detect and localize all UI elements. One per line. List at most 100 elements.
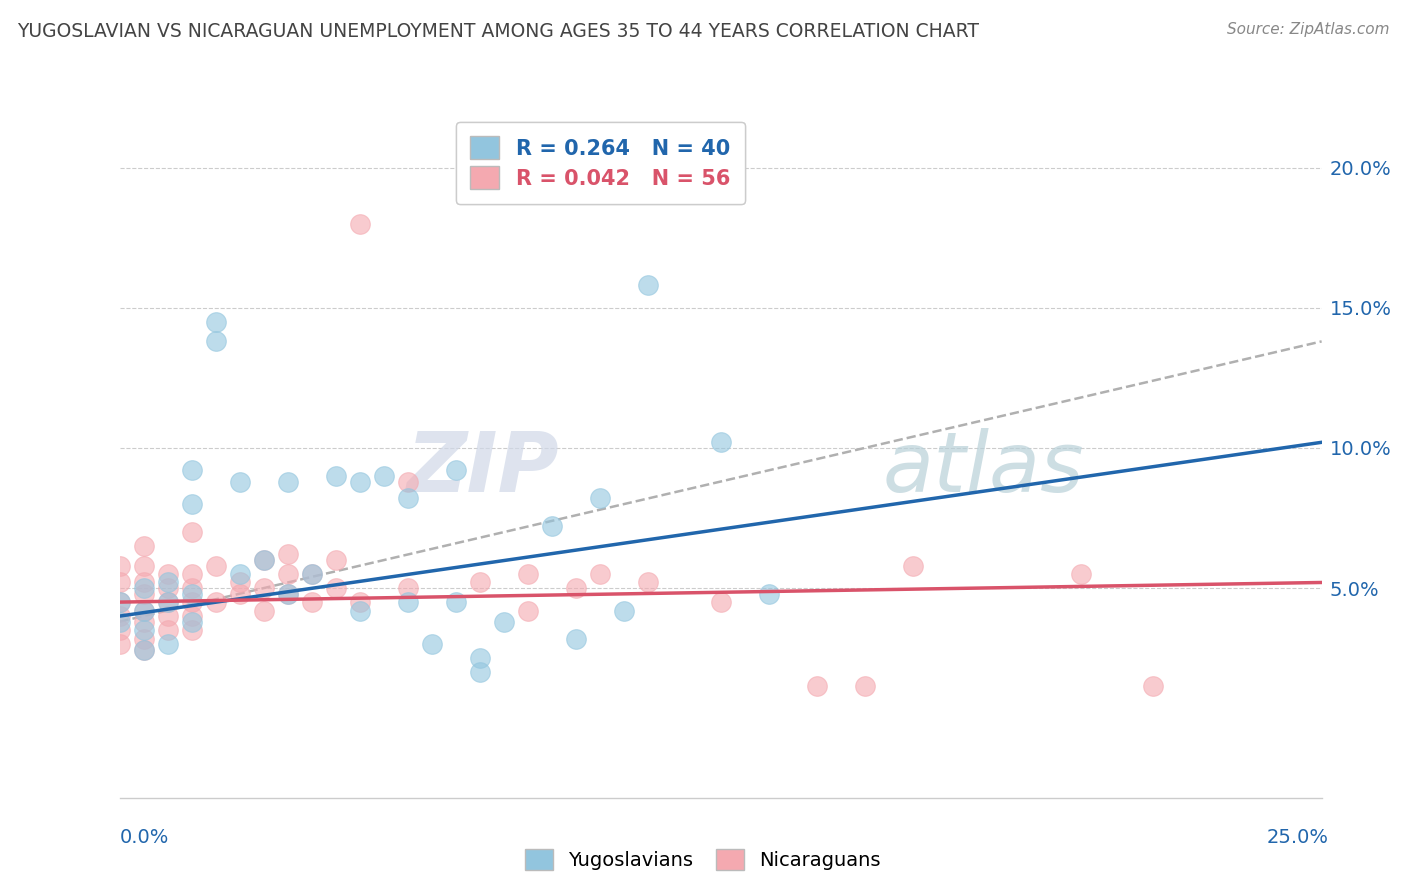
Point xyxy=(132,623,155,637)
Point xyxy=(325,581,347,595)
Point xyxy=(301,595,323,609)
Point xyxy=(180,623,202,637)
Point xyxy=(108,558,131,573)
Point xyxy=(253,553,276,567)
Point xyxy=(108,609,131,624)
Point xyxy=(132,581,155,595)
Point xyxy=(108,615,131,629)
Point xyxy=(108,595,131,609)
Point xyxy=(180,463,202,477)
Point xyxy=(396,581,419,595)
Point xyxy=(108,623,131,637)
Point xyxy=(468,575,492,590)
Point xyxy=(901,558,924,573)
Point xyxy=(301,567,323,582)
Point xyxy=(156,581,179,595)
Point xyxy=(132,615,155,629)
Point xyxy=(156,595,179,609)
Point xyxy=(180,567,202,582)
Point xyxy=(349,475,371,489)
Point xyxy=(204,334,226,349)
Point xyxy=(228,575,250,590)
Legend: Yugoslavians, Nicaraguans: Yugoslavians, Nicaraguans xyxy=(517,841,889,878)
Text: 0.0%: 0.0% xyxy=(120,828,169,847)
Point xyxy=(132,642,155,657)
Point xyxy=(613,603,636,617)
Point xyxy=(253,581,276,595)
Point xyxy=(325,469,347,483)
Point xyxy=(301,567,323,582)
Point xyxy=(420,637,443,651)
Legend: R = 0.264   N = 40, R = 0.042   N = 56: R = 0.264 N = 40, R = 0.042 N = 56 xyxy=(456,122,745,203)
Point xyxy=(277,548,299,562)
Point xyxy=(349,595,371,609)
Point xyxy=(494,615,516,629)
Point xyxy=(180,524,202,539)
Point xyxy=(589,567,612,582)
Point xyxy=(156,623,179,637)
Point xyxy=(253,603,276,617)
Point xyxy=(637,575,659,590)
Point xyxy=(108,595,131,609)
Point xyxy=(709,595,731,609)
Point xyxy=(228,567,250,582)
Point xyxy=(253,553,276,567)
Point xyxy=(1142,679,1164,693)
Point xyxy=(132,587,155,601)
Point xyxy=(277,587,299,601)
Point xyxy=(156,575,179,590)
Point xyxy=(277,475,299,489)
Point xyxy=(517,567,540,582)
Point xyxy=(565,581,588,595)
Point xyxy=(396,475,419,489)
Point xyxy=(204,595,226,609)
Point xyxy=(277,567,299,582)
Point xyxy=(180,587,202,601)
Point xyxy=(468,665,492,680)
Point xyxy=(156,609,179,624)
Point xyxy=(541,519,564,533)
Point xyxy=(589,491,612,506)
Point xyxy=(108,575,131,590)
Point xyxy=(132,558,155,573)
Point xyxy=(373,469,395,483)
Point xyxy=(637,278,659,293)
Point xyxy=(349,217,371,231)
Point xyxy=(228,475,250,489)
Point xyxy=(180,581,202,595)
Point xyxy=(396,491,419,506)
Point xyxy=(709,435,731,450)
Point xyxy=(758,587,780,601)
Point xyxy=(204,558,226,573)
Point xyxy=(806,679,828,693)
Point xyxy=(156,637,179,651)
Point xyxy=(325,553,347,567)
Point xyxy=(468,651,492,665)
Point xyxy=(180,595,202,609)
Point xyxy=(132,539,155,553)
Text: YUGOSLAVIAN VS NICARAGUAN UNEMPLOYMENT AMONG AGES 35 TO 44 YEARS CORRELATION CHA: YUGOSLAVIAN VS NICARAGUAN UNEMPLOYMENT A… xyxy=(17,22,979,41)
Point xyxy=(132,642,155,657)
Point xyxy=(349,603,371,617)
Point xyxy=(180,497,202,511)
Point xyxy=(565,632,588,646)
Point xyxy=(180,615,202,629)
Point xyxy=(444,463,467,477)
Point xyxy=(396,595,419,609)
Point xyxy=(156,567,179,582)
Text: 25.0%: 25.0% xyxy=(1267,828,1329,847)
Point xyxy=(1070,567,1092,582)
Text: atlas: atlas xyxy=(883,428,1084,509)
Point xyxy=(132,603,155,617)
Point xyxy=(132,575,155,590)
Text: Source: ZipAtlas.com: Source: ZipAtlas.com xyxy=(1226,22,1389,37)
Point xyxy=(444,595,467,609)
Point xyxy=(853,679,876,693)
Point xyxy=(204,315,226,329)
Point xyxy=(228,587,250,601)
Point xyxy=(180,609,202,624)
Point xyxy=(132,632,155,646)
Point xyxy=(156,595,179,609)
Point xyxy=(517,603,540,617)
Point xyxy=(277,587,299,601)
